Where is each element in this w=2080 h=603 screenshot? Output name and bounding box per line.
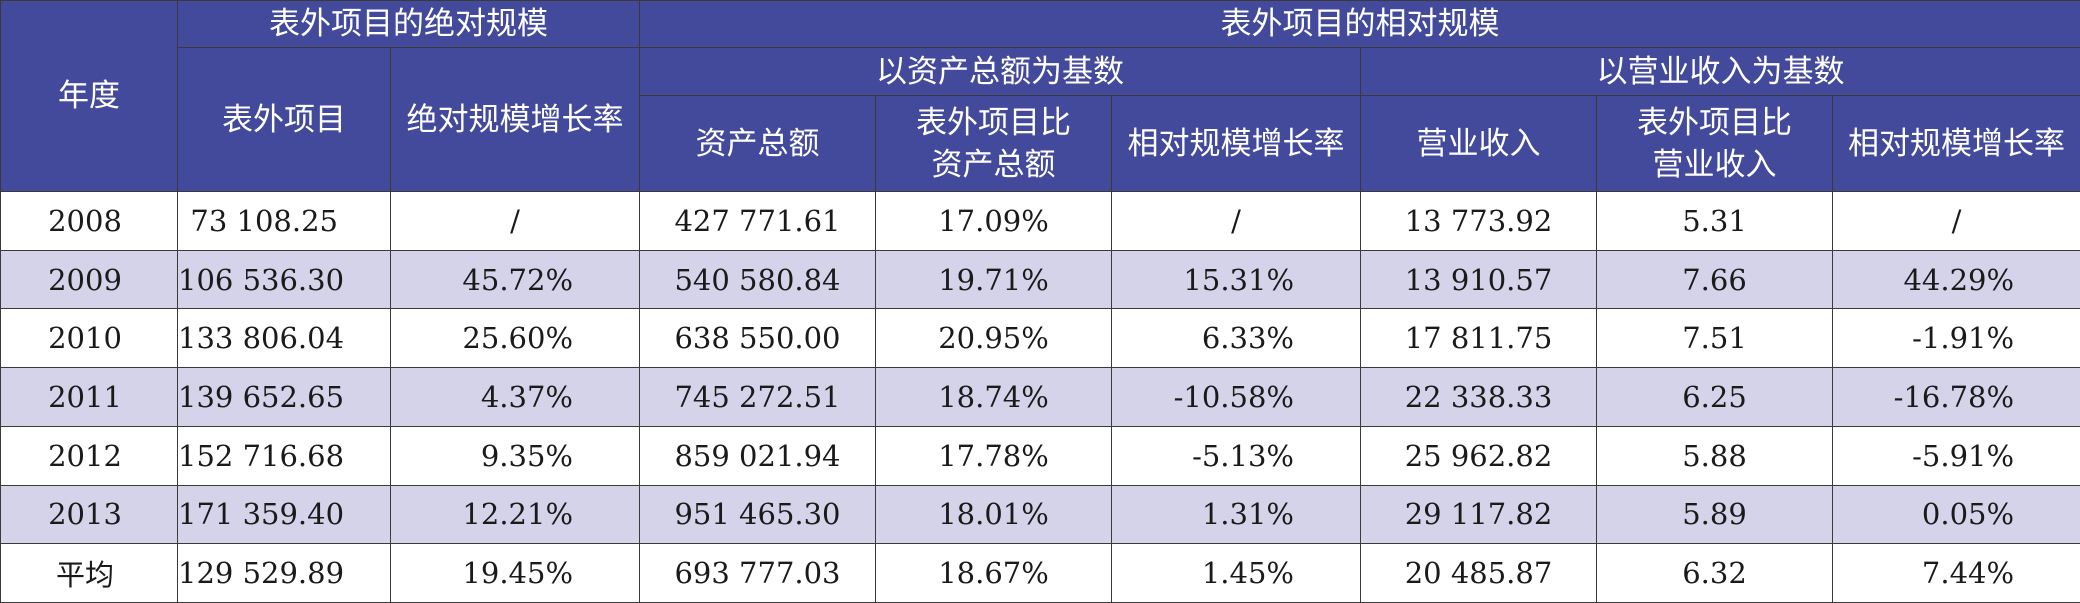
table-row: 2012 152 716.68 9.35% 859 021.94 17.78% … (0, 425, 2080, 486)
cell-rel-growth-revenue: -16.78% (1831, 367, 2080, 427)
cell-rel-growth-revenue: 7.44% (1831, 543, 2080, 603)
cell-revenue: 17 811.75 (1360, 308, 1597, 369)
header-rel-growth-assets: 相对规模增长率 (1111, 95, 1361, 192)
cell-abs-growth: / (390, 191, 640, 251)
table-body: 2008 73 108.25 / 427 771.61 17.09% / 13 … (0, 191, 2080, 603)
cell-revenue: 13 773.92 (1360, 191, 1597, 251)
cell-year: 2011 (0, 367, 178, 427)
header-off-balance: 表外项目 (177, 47, 391, 192)
header-ratio-assets-line1: 表外项目比 (916, 104, 1071, 141)
cell-abs-growth: 25.60% (390, 308, 640, 369)
cell-total-assets: 427 771.61 (639, 191, 876, 251)
table-row: 2009 106 536.30 45.72% 540 580.84 19.71%… (0, 249, 2080, 310)
cell-ratio-assets: 18.01% (875, 484, 1112, 545)
header-year: 年度 (0, 0, 178, 192)
cell-ratio-revenue: 5.89 (1596, 484, 1833, 545)
header-asset-base: 以资产总额为基数 (639, 47, 1361, 96)
cell-off-balance: 106 536.30 (177, 249, 391, 310)
cell-year: 平均 (0, 543, 178, 603)
header-total-assets: 资产总额 (639, 95, 876, 192)
cell-rel-growth-assets: / (1111, 191, 1361, 251)
header-abs-growth: 绝对规模增长率 (390, 47, 640, 192)
cell-ratio-assets: 19.71% (875, 249, 1112, 310)
cell-revenue: 13 910.57 (1360, 249, 1597, 310)
header-rel-growth-revenue: 相对规模增长率 (1831, 95, 2080, 192)
cell-ratio-assets: 20.95% (875, 308, 1112, 369)
header-ratio-revenue-line1: 表外项目比 (1637, 104, 1792, 141)
cell-ratio-revenue: 6.32 (1596, 543, 1833, 603)
cell-year: 2008 (0, 191, 178, 251)
cell-abs-growth: 19.45% (390, 543, 640, 603)
cell-ratio-assets: 17.09% (875, 191, 1112, 251)
cell-ratio-assets: 17.78% (875, 425, 1112, 486)
cell-rel-growth-revenue: 0.05% (1831, 484, 2080, 545)
cell-total-assets: 693 777.03 (639, 543, 876, 603)
cell-revenue: 20 485.87 (1360, 543, 1597, 603)
table-row: 2008 73 108.25 / 427 771.61 17.09% / 13 … (0, 191, 2080, 251)
header-relative-scale: 表外项目的相对规模 (638, 0, 2080, 48)
cell-total-assets: 638 550.00 (639, 308, 876, 369)
cell-total-assets: 540 580.84 (639, 249, 876, 310)
cell-rel-growth-assets: -5.13% (1111, 425, 1361, 486)
cell-ratio-revenue: 7.51 (1596, 308, 1833, 369)
cell-rel-growth-assets: 1.31% (1111, 484, 1361, 545)
cell-ratio-revenue: 6.25 (1596, 367, 1833, 427)
header-absolute-scale: 表外项目的绝对规模 (177, 0, 640, 48)
cell-rel-growth-revenue: -1.91% (1831, 308, 2080, 369)
cell-rel-growth-assets: 15.31% (1111, 249, 1361, 310)
table-row: 2010 133 806.04 25.60% 638 550.00 20.95%… (0, 308, 2080, 369)
cell-rel-growth-revenue: -5.91% (1831, 425, 2080, 486)
cell-off-balance: 133 806.04 (177, 308, 391, 369)
cell-total-assets: 951 465.30 (639, 484, 876, 545)
cell-abs-growth: 9.35% (390, 425, 640, 486)
cell-rel-growth-revenue: / (1831, 191, 2080, 251)
cell-ratio-revenue: 5.31 (1596, 191, 1833, 251)
cell-rel-growth-assets: -10.58% (1111, 367, 1361, 427)
cell-revenue: 22 338.33 (1360, 367, 1597, 427)
cell-rel-growth-revenue: 44.29% (1831, 249, 2080, 310)
header-ratio-assets: 表外项目比 资产总额 (875, 95, 1112, 192)
cell-year: 2010 (0, 308, 178, 369)
cell-year: 2012 (0, 425, 178, 486)
header-ratio-revenue: 表外项目比 营业收入 (1596, 95, 1833, 192)
cell-abs-growth: 12.21% (390, 484, 640, 545)
cell-total-assets: 745 272.51 (639, 367, 876, 427)
cell-rel-growth-assets: 6.33% (1111, 308, 1361, 369)
cell-revenue: 25 962.82 (1360, 425, 1597, 486)
cell-total-assets: 859 021.94 (639, 425, 876, 486)
cell-abs-growth: 4.37% (390, 367, 640, 427)
cell-off-balance: 73 108.25 (177, 191, 391, 251)
cell-off-balance: 152 716.68 (177, 425, 391, 486)
cell-off-balance: 129 529.89 (177, 543, 391, 603)
cell-ratio-revenue: 5.88 (1596, 425, 1833, 486)
cell-off-balance: 171 359.40 (177, 484, 391, 545)
cell-off-balance: 139 652.65 (177, 367, 391, 427)
header-ratio-revenue-line2: 营业收入 (1652, 146, 1777, 183)
cell-ratio-assets: 18.74% (875, 367, 1112, 427)
table-header: 年度 表外项目的绝对规模 表外项目的相对规模 表外项目 绝对规模增长率 以资产总… (0, 0, 2080, 192)
cell-revenue: 29 117.82 (1360, 484, 1597, 545)
header-revenue: 营业收入 (1360, 95, 1597, 192)
cell-year: 2009 (0, 249, 178, 310)
cell-abs-growth: 45.72% (390, 249, 640, 310)
cell-rel-growth-assets: 1.45% (1111, 543, 1361, 603)
cell-year: 2013 (0, 484, 178, 545)
table-row: 2013 171 359.40 12.21% 951 465.30 18.01%… (0, 484, 2080, 545)
table-row-average: 平均 129 529.89 19.45% 693 777.03 18.67% 1… (0, 543, 2080, 603)
cell-ratio-revenue: 7.66 (1596, 249, 1833, 310)
header-revenue-base: 以营业收入为基数 (1359, 47, 2080, 96)
table-row: 2011 139 652.65 4.37% 745 272.51 18.74% … (0, 367, 2080, 427)
cell-ratio-assets: 18.67% (875, 543, 1112, 603)
header-ratio-assets-line2: 资产总额 (931, 146, 1056, 183)
